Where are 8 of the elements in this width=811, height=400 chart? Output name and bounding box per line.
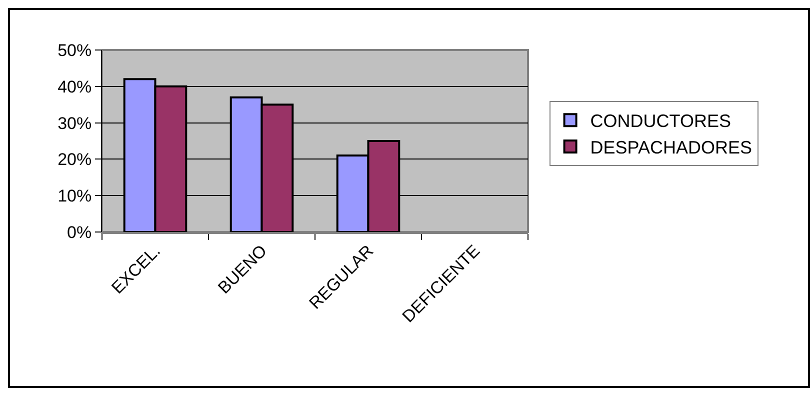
y-tick-label: 20% [58, 150, 92, 170]
legend-label: DESPACHADORES [590, 138, 752, 158]
legend-label: CONDUCTORES [590, 111, 731, 132]
y-tick-label: 50% [58, 40, 92, 60]
y-tick-label: 0% [67, 222, 92, 242]
y-tick-label: 30% [58, 114, 92, 133]
y-tick-label: 40% [58, 77, 92, 96]
y-tick-label: 10% [58, 186, 92, 206]
